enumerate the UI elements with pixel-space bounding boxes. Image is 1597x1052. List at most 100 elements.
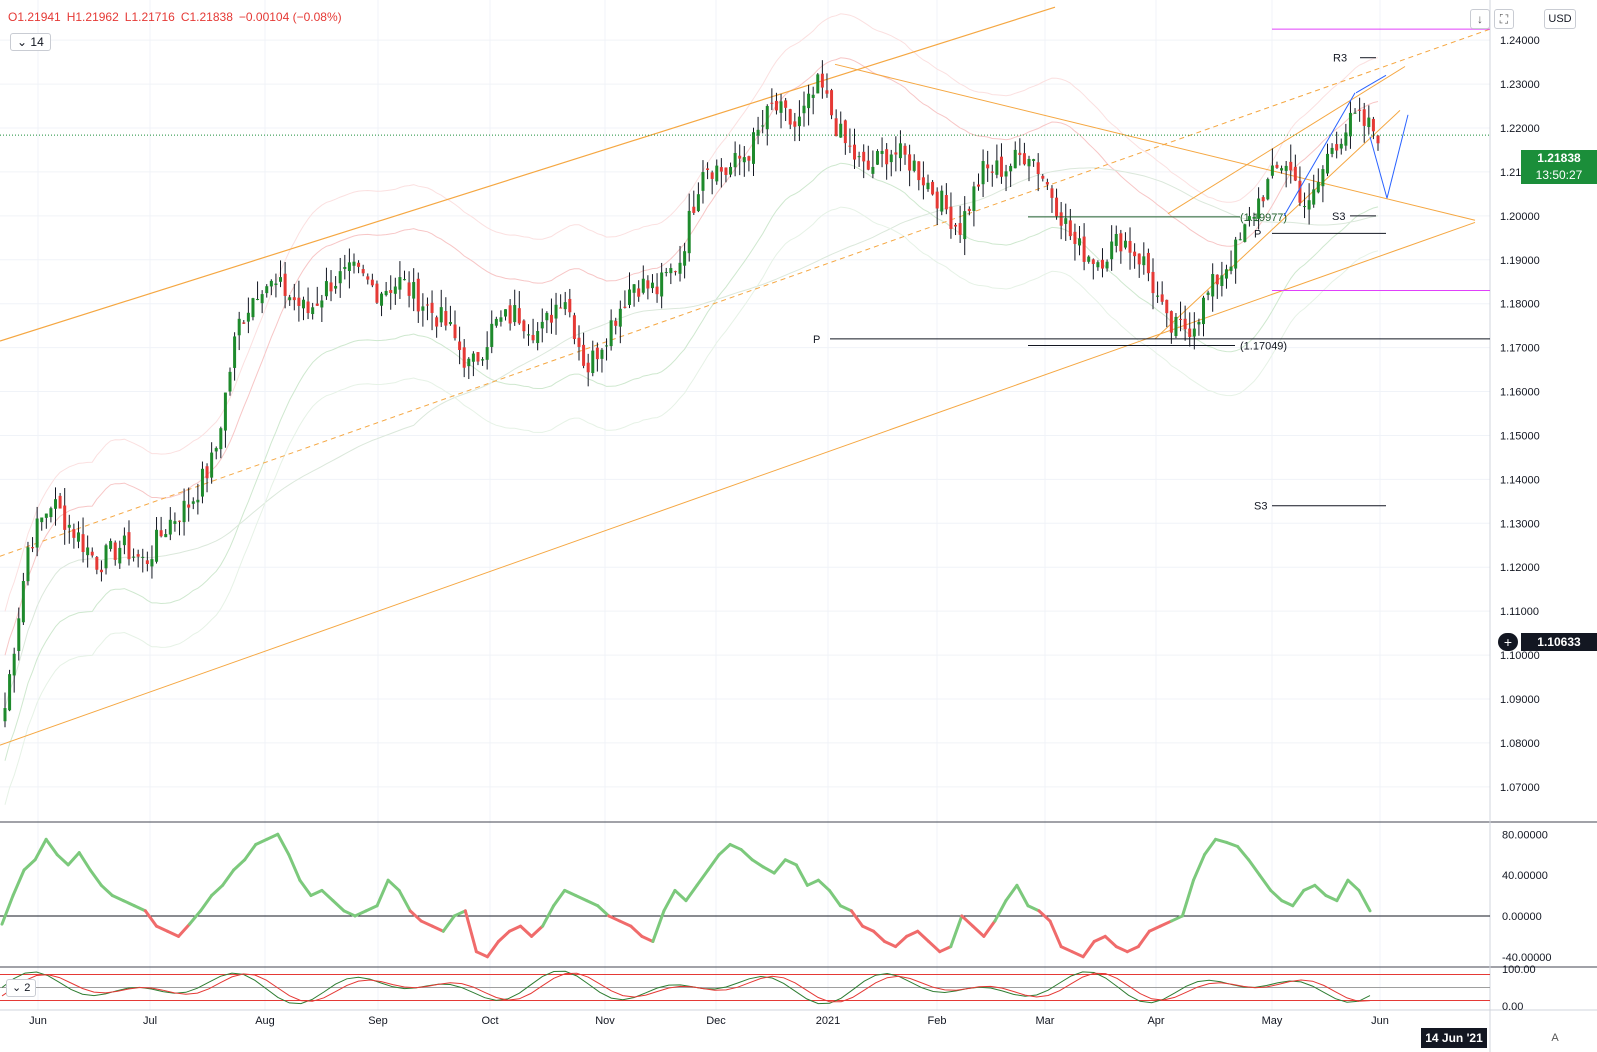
candle-body [710, 172, 714, 179]
candle-body [513, 305, 517, 323]
candle-body [104, 545, 108, 569]
candle-body [1284, 165, 1288, 171]
oscillator-segment [772, 858, 787, 875]
arrow-down-icon[interactable]: ↓ [1470, 9, 1490, 29]
candle-body [549, 314, 553, 323]
oscillator-segment [99, 883, 114, 898]
r3-label: R3 [1333, 53, 1347, 65]
s3-label-upper: S3 [1332, 211, 1345, 223]
candle-body [1202, 297, 1206, 325]
oscillator-segment [519, 924, 534, 938]
candle-body [747, 156, 751, 161]
candle-body [44, 513, 48, 518]
oscillator-segment [188, 909, 203, 926]
candle-body [357, 262, 361, 267]
candle-body [898, 143, 902, 159]
candle-body [926, 182, 930, 190]
candle-body [168, 519, 172, 535]
candle-body [526, 334, 530, 336]
envelope-line-3 [4, 13, 1379, 612]
last-price-value: 1.21838 [1537, 151, 1581, 165]
oscillator-segment [221, 868, 236, 887]
oscillator-segment [849, 909, 865, 928]
auto-scale-button[interactable]: A [1551, 1032, 1559, 1044]
oscillator-segment [640, 934, 655, 943]
fullscreen-icon[interactable]: ⛶ [1494, 9, 1514, 29]
candle-body [145, 560, 149, 564]
trend-line-2 [834, 63, 1476, 221]
candle-body [444, 311, 448, 326]
oscillator-segment [1169, 914, 1184, 923]
candle-body [1261, 197, 1265, 202]
candle-body [1371, 118, 1375, 132]
price-tick-label: 1.11000 [1500, 606, 1539, 618]
candle-body [1105, 261, 1109, 269]
indicator-period-box[interactable]: ⌄ 14 [10, 33, 51, 51]
stochastic-period-box[interactable]: ⌄ 2 [6, 979, 37, 997]
oscillator-segment [132, 904, 147, 913]
oscillator-tick-label: -40.00000 [1502, 952, 1552, 964]
candle-body [214, 448, 218, 452]
candle-body [1165, 299, 1169, 314]
projection-arrow [1369, 136, 1388, 199]
oscillator-segment [684, 883, 699, 903]
candle-body [1192, 328, 1196, 337]
candle-body [1188, 328, 1192, 337]
candle-body [738, 155, 742, 159]
oscillator-segment [1048, 919, 1063, 949]
oscillator-segment [541, 904, 556, 928]
candle-body [1206, 292, 1210, 295]
candle-body [375, 283, 379, 303]
candle-body [490, 323, 494, 347]
candle-body [122, 535, 126, 546]
candle-body [1367, 117, 1371, 128]
plus-icon[interactable]: + [1498, 633, 1518, 651]
candle-body [256, 298, 260, 300]
candle-body [228, 371, 232, 392]
candle-body [820, 73, 824, 88]
candle-body [995, 160, 999, 175]
candle-body [3, 708, 7, 722]
candle-body [1376, 135, 1380, 144]
candle-body [182, 500, 186, 523]
candle-body [972, 186, 976, 211]
candle-body [1179, 318, 1183, 320]
candle-body [958, 223, 962, 235]
candle-body [462, 347, 466, 368]
oscillator-segment [232, 858, 247, 872]
oscillator-segment [55, 853, 70, 867]
candle-body [1174, 316, 1178, 336]
candle-body [1041, 175, 1045, 179]
candle-body [756, 129, 760, 136]
oscillator-segment [607, 914, 622, 923]
envelope-line-1 [4, 162, 1379, 761]
currency-button[interactable]: USD [1544, 9, 1576, 29]
candle-body [407, 282, 411, 296]
candle-body [338, 271, 342, 284]
candle-body [1252, 217, 1256, 219]
oscillator-segment [706, 853, 721, 872]
candle-body [210, 452, 214, 478]
candle-body [793, 121, 797, 127]
candle-body [412, 282, 416, 299]
candle-body [628, 289, 632, 305]
candle-body [921, 177, 925, 186]
candle-body [990, 171, 994, 173]
candle-body [118, 547, 122, 564]
candle-body [931, 181, 935, 195]
candle-body [609, 320, 613, 347]
oscillator-segment [1357, 888, 1372, 913]
candle-body [196, 499, 200, 503]
candle-body [830, 90, 834, 116]
candle-body [1215, 274, 1219, 285]
stochastic-tick-label: 100.00 [1502, 964, 1536, 976]
candle-body [788, 109, 792, 125]
candle-body [517, 308, 521, 324]
candle-body [1064, 218, 1068, 224]
candle-body [1270, 165, 1274, 176]
candle-body [1133, 251, 1137, 257]
candle-body [770, 102, 774, 104]
oscillator-tick-label: 40.00000 [1502, 870, 1548, 882]
candle-body [288, 297, 292, 301]
